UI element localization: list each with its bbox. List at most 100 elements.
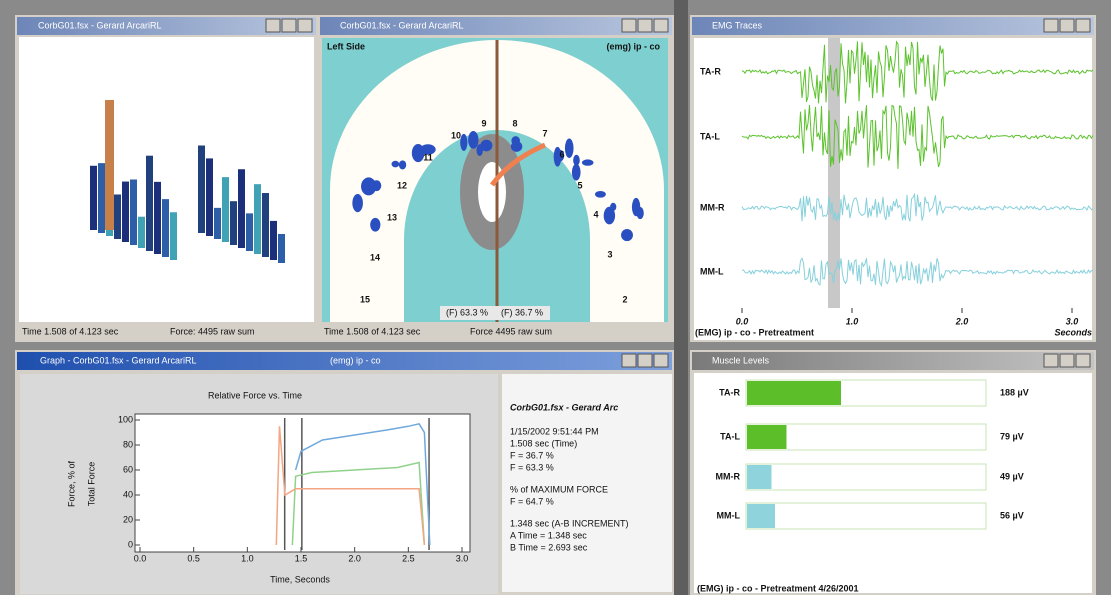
muscle-caption: (EMG) ip - co - Pretreatment 4/26/2001 <box>697 583 859 593</box>
window-condition: (emg) ip - co <box>330 355 381 365</box>
pressure-bar <box>170 212 177 260</box>
pressure-bar <box>262 193 269 257</box>
window-button[interactable] <box>622 354 636 367</box>
contact-blob <box>573 155 580 166</box>
pressure-bar <box>114 194 121 239</box>
level-value: 188 µV <box>1000 387 1029 397</box>
view-3d <box>19 37 314 322</box>
window-button[interactable] <box>1076 354 1090 367</box>
level-bar <box>747 425 787 449</box>
tooth-number: 6 <box>559 149 564 159</box>
side-label: Left Side <box>327 41 365 51</box>
tooth-number: 11 <box>423 152 433 162</box>
tooth-number: 9 <box>481 118 486 128</box>
status-time: Time 1.508 of 4.123 sec <box>22 326 119 336</box>
contact-blob <box>572 164 581 181</box>
splitter[interactable] <box>674 0 688 595</box>
channel-label: TA-R <box>700 66 721 76</box>
emg-plot <box>694 38 1092 340</box>
window-button[interactable] <box>1076 19 1090 32</box>
pressure-bar <box>246 213 253 251</box>
level-value: 49 µV <box>1000 471 1024 481</box>
pressure-bar <box>254 184 261 254</box>
contact-blob <box>468 131 478 149</box>
x-tick-label: 3.0 <box>1066 316 1079 326</box>
pressure-bar <box>130 179 137 245</box>
window-button[interactable] <box>266 19 280 32</box>
tooth-number: 2 <box>622 294 627 304</box>
x-tick-label: 2.0 <box>348 553 361 563</box>
y-tick-label: 60 <box>123 464 133 474</box>
tooth-number: 8 <box>512 118 517 128</box>
pressure-bar <box>222 177 229 242</box>
x-unit: Seconds <box>1054 327 1092 337</box>
status-force: Force 4495 raw sum <box>470 326 552 336</box>
contact-blob <box>604 207 615 225</box>
window-button[interactable] <box>1044 19 1058 32</box>
x-tick-label: 0.0 <box>134 553 147 563</box>
window-button[interactable] <box>282 19 296 32</box>
window-title: CorbG01.fsx - Gerard ArcariRL <box>340 20 464 30</box>
tooth-number: 15 <box>360 294 370 304</box>
contact-blob <box>565 139 574 158</box>
contact-blob <box>370 218 380 232</box>
tooth-number: 3 <box>607 249 612 259</box>
window-button[interactable] <box>654 354 668 367</box>
info-line: F = 36.7 % <box>510 450 554 460</box>
info-line: A Time = 1.348 sec <box>510 530 587 540</box>
y-axis-label: Total Force <box>86 462 96 507</box>
info-line: 1.348 sec (A-B INCREMENT) <box>510 518 629 528</box>
tooth-number: 5 <box>577 180 582 190</box>
pressure-bar <box>270 221 277 260</box>
x-tick-label: 0.0 <box>736 316 749 326</box>
x-tick-label: 1.0 <box>846 316 859 326</box>
level-bar <box>747 504 775 528</box>
pressure-bar <box>138 217 145 248</box>
x-tick-label: 2.0 <box>955 316 969 326</box>
window-title: Graph - CorbG01.fsx - Gerard ArcariRL <box>40 355 197 365</box>
x-axis-label: Time, Seconds <box>270 574 330 584</box>
window-button[interactable] <box>638 19 652 32</box>
y-axis-label: Force, % of <box>66 460 76 507</box>
window-button[interactable] <box>1060 19 1074 32</box>
x-tick-label: 2.5 <box>402 553 415 563</box>
contact-blob <box>399 160 406 169</box>
info-line: F = 63.3 % <box>510 462 554 472</box>
emg-caption: (EMG) ip - co - Pretreatment <box>695 327 814 337</box>
info-line: % of MAXIMUM FORCE <box>510 484 608 494</box>
tooth-number: 7 <box>542 128 547 138</box>
contact-blob <box>392 161 400 168</box>
window-title: CorbG01.fsx - Gerard ArcariRL <box>38 20 162 30</box>
muscle-label: MM-R <box>716 471 741 481</box>
contact-blob <box>511 136 520 145</box>
pressure-bar <box>230 201 237 245</box>
level-box <box>746 464 986 490</box>
window-button[interactable] <box>298 19 312 32</box>
contact-blob <box>361 177 376 195</box>
window-button[interactable] <box>1060 354 1074 367</box>
window-button[interactable] <box>654 19 668 32</box>
window-button[interactable] <box>638 354 652 367</box>
status-time: Time 1.508 of 4.123 sec <box>324 326 421 336</box>
pressure-bar <box>278 234 285 263</box>
y-tick-label: 40 <box>123 489 133 499</box>
y-tick-label: 20 <box>123 514 133 524</box>
pressure-bar <box>154 182 161 254</box>
y-tick-label: 80 <box>123 439 133 449</box>
tooth-number: 13 <box>387 212 397 222</box>
window-button[interactable] <box>1044 354 1058 367</box>
level-box <box>746 503 986 529</box>
contact-blob <box>476 144 482 156</box>
level-bar <box>747 381 841 405</box>
contact-blob <box>595 191 606 198</box>
chart-title: Relative Force vs. Time <box>208 390 302 400</box>
pressure-bar <box>162 199 169 257</box>
tooth-number: 10 <box>451 130 461 140</box>
muscle-label: TA-L <box>720 431 740 441</box>
window-button[interactable] <box>622 19 636 32</box>
left-force: (F) 63.3 % <box>446 307 488 317</box>
info-line: 1.508 sec (Time) <box>510 438 577 448</box>
contact-blob <box>352 194 363 212</box>
pressure-bar <box>238 169 245 248</box>
channel-label: MM-L <box>700 266 724 276</box>
